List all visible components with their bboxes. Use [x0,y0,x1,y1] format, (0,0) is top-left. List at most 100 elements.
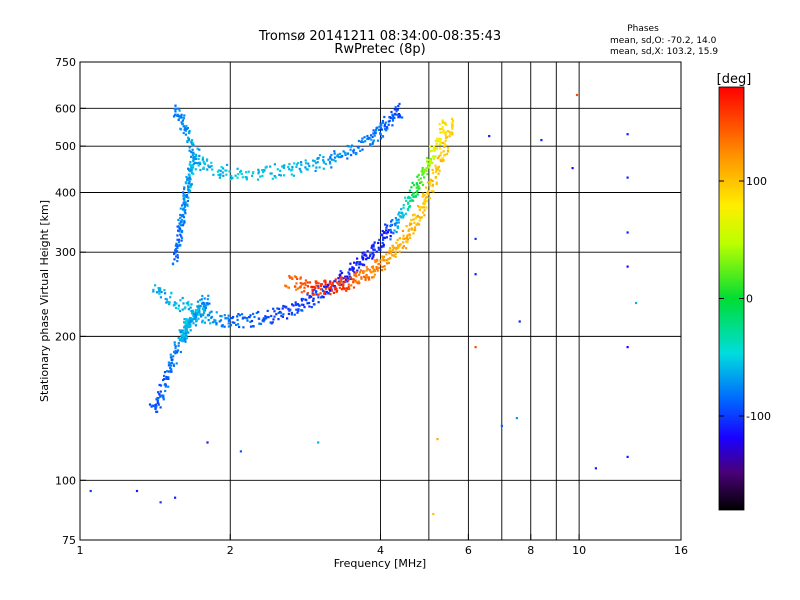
trace-point [168,303,171,306]
trace-point [201,319,204,322]
trace-point [299,286,302,289]
trace-point [186,322,189,325]
trace-point [358,273,361,276]
trace-point [189,306,192,309]
trace-point [371,142,374,145]
x-axis-label: Frequency [MHz] [334,557,426,570]
trace-point [415,190,418,194]
trace-point [372,243,375,246]
trace-point [288,276,292,279]
trace-point [188,163,191,166]
trace-point [151,404,154,407]
trace-point [237,323,240,326]
trace-point [166,301,169,304]
trace-point [189,329,192,332]
trace-point [194,161,197,164]
trace-point [421,206,424,209]
trace-point [424,196,427,199]
trace-point [187,136,190,139]
scatter-point [89,489,92,493]
trace-point [390,223,393,227]
trace-point [189,317,192,320]
trace-point [428,197,431,200]
trace-point [199,313,202,316]
trace-point [331,283,334,286]
trace-point [297,309,300,312]
trace-point [366,276,369,279]
trace-point [432,156,435,160]
trace-point [419,216,422,220]
trace-point [320,296,323,299]
trace-point [273,315,276,318]
trace-point [216,170,219,173]
trace-point [236,167,239,170]
trace-point [411,193,414,197]
trace-point [308,305,311,308]
trace-point [319,292,322,295]
trace-point [189,186,192,189]
trace-point [342,277,345,280]
trace-point [181,308,184,311]
trace-point [398,250,401,253]
trace-point [313,288,316,291]
trace-point [238,314,241,317]
trace-point [438,137,441,141]
trace-point [373,241,376,244]
trace-point [175,302,178,305]
trace-point [410,219,413,222]
trace-point [389,228,392,231]
x-tick-label: 2 [227,544,234,557]
trace-point [261,169,264,172]
trace-point [361,148,364,151]
trace-point [200,298,203,301]
trace-point [176,250,179,253]
trace-point [444,144,447,147]
trace-point [163,383,166,386]
trace-point [441,126,444,129]
trace-point [391,117,394,120]
trace-point [302,298,305,301]
trace-point [292,174,295,177]
trace-point [182,213,185,217]
colorbar-tick-label: -100 [746,410,771,423]
trace-point [308,281,312,284]
trace-point [444,134,447,137]
scatter-point [239,450,242,453]
x-tick-label: 16 [674,544,688,557]
trace-point [224,317,227,320]
trace-point [306,293,309,296]
trace-point [276,168,279,171]
trace-point [423,198,426,201]
trace-point [438,123,441,126]
trace-point [164,297,167,300]
trace-point [297,308,300,311]
trace-point [367,277,370,280]
trace-point [425,166,428,170]
trace-point [315,284,318,287]
trace-point [450,117,454,120]
trace-point [311,292,314,295]
trace-point [345,287,348,290]
trace-point [285,285,288,288]
trace-point [386,224,389,227]
trace-point [390,220,393,223]
trace-point [365,273,368,277]
trace-point [189,183,192,186]
trace-point [290,169,293,172]
trace-point [217,169,220,172]
trace-point [362,251,365,254]
trace-point [412,214,415,217]
trace-point [159,384,163,387]
trace-point [385,229,388,232]
trace-point [396,108,399,111]
trace-point [290,173,293,176]
trace-point [213,318,216,321]
trace-point [303,286,306,289]
trace-point [361,137,364,140]
trace-point [191,168,194,171]
trace-point [330,153,333,157]
trace-point [395,219,398,222]
trace-point [368,268,371,271]
trace-point [333,150,336,153]
trace-point [207,294,210,297]
